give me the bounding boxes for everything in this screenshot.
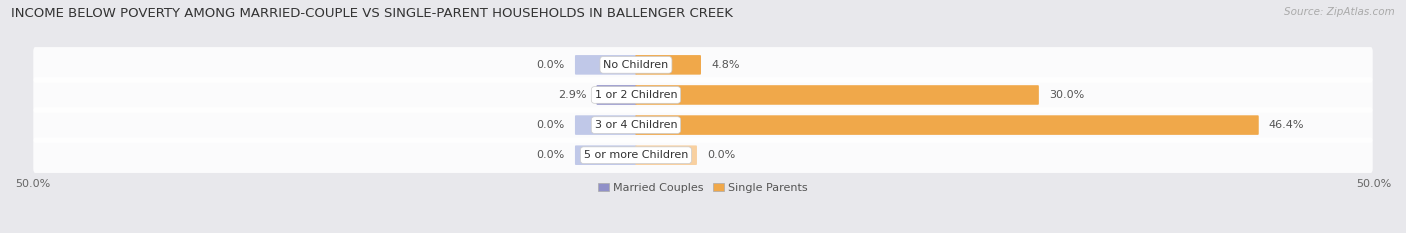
FancyBboxPatch shape (575, 115, 637, 135)
Text: 0.0%: 0.0% (537, 150, 565, 160)
Text: 0.0%: 0.0% (537, 60, 565, 70)
FancyBboxPatch shape (34, 47, 1372, 83)
FancyBboxPatch shape (636, 55, 702, 75)
Legend: Married Couples, Single Parents: Married Couples, Single Parents (593, 179, 813, 198)
Text: 0.0%: 0.0% (537, 120, 565, 130)
Text: 46.4%: 46.4% (1268, 120, 1305, 130)
FancyBboxPatch shape (596, 85, 637, 105)
FancyBboxPatch shape (636, 115, 1258, 135)
FancyBboxPatch shape (34, 137, 1372, 173)
Text: No Children: No Children (603, 60, 669, 70)
Text: 0.0%: 0.0% (707, 150, 735, 160)
Text: 1 or 2 Children: 1 or 2 Children (595, 90, 678, 100)
Text: 30.0%: 30.0% (1049, 90, 1084, 100)
Text: INCOME BELOW POVERTY AMONG MARRIED-COUPLE VS SINGLE-PARENT HOUSEHOLDS IN BALLENG: INCOME BELOW POVERTY AMONG MARRIED-COUPL… (11, 7, 734, 20)
FancyBboxPatch shape (636, 145, 697, 165)
Text: 5 or more Children: 5 or more Children (583, 150, 688, 160)
Text: 2.9%: 2.9% (558, 90, 586, 100)
Text: 3 or 4 Children: 3 or 4 Children (595, 120, 678, 130)
FancyBboxPatch shape (34, 77, 1372, 113)
FancyBboxPatch shape (575, 55, 637, 75)
FancyBboxPatch shape (34, 107, 1372, 143)
Text: Source: ZipAtlas.com: Source: ZipAtlas.com (1284, 7, 1395, 17)
Text: 4.8%: 4.8% (711, 60, 740, 70)
FancyBboxPatch shape (636, 85, 1039, 105)
FancyBboxPatch shape (575, 145, 637, 165)
